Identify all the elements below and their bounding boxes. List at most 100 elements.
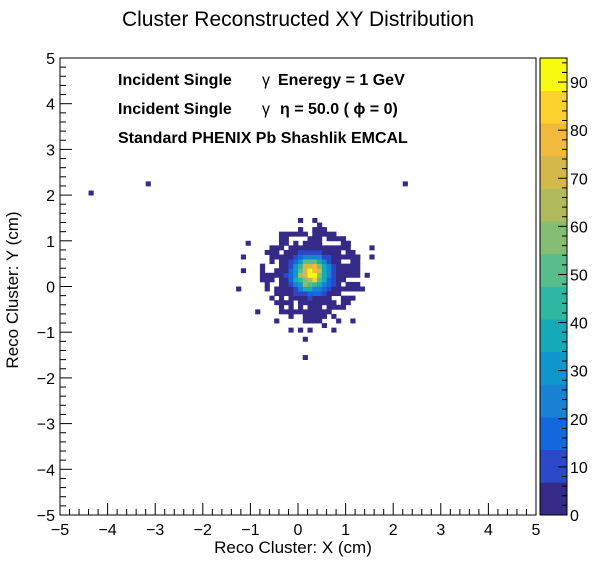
annotation-1: Incident Single γ Eneregy = 1 GeV — [118, 72, 405, 89]
heatmap-cell — [355, 254, 361, 260]
heatmap-cell — [278, 231, 285, 237]
heatmap-cell — [321, 309, 327, 315]
heatmap-cell — [283, 272, 289, 278]
heatmap-cell — [336, 286, 342, 292]
heatmap-cell — [302, 291, 308, 297]
heatmap-cell — [321, 263, 327, 269]
heatmap-cell — [321, 245, 327, 251]
heatmap-cell — [317, 236, 323, 242]
colorbar-tick-label: 20 — [570, 412, 588, 429]
heatmap-cell — [326, 309, 332, 315]
heatmap-cell — [307, 327, 313, 333]
colorbar-segment — [540, 384, 567, 418]
heatmap-cell — [312, 231, 318, 237]
heatmap-cell — [283, 268, 289, 274]
heatmap-cell — [326, 304, 332, 310]
heatmap-cell — [298, 254, 304, 260]
heatmap-cell — [264, 281, 270, 287]
heatmap-cell — [298, 286, 304, 292]
heatmap-cell — [278, 286, 285, 292]
heatmap-cell — [293, 286, 299, 292]
heatmap-cell — [350, 263, 356, 269]
heatmap-cell — [326, 281, 332, 287]
annotation-1-rest: Eneregy = 1 GeV — [278, 72, 405, 89]
colorbar-segment — [540, 90, 567, 124]
heatmap-cell — [264, 272, 270, 278]
heatmap-cell — [269, 249, 275, 255]
heatmap-cell — [269, 277, 275, 283]
heatmap-cell — [307, 268, 313, 274]
heatmap-cell — [298, 268, 304, 274]
heatmap-cell — [340, 304, 346, 310]
heatmap-cell — [307, 300, 313, 306]
heatmap-cell — [317, 240, 323, 246]
heatmap-cell — [307, 245, 313, 251]
x-tick-label: 0 — [294, 522, 303, 539]
heatmap-cell — [321, 272, 327, 278]
heatmap-cell — [345, 240, 351, 246]
heatmap-cell — [298, 231, 304, 237]
heatmap-cell — [331, 231, 337, 237]
annotation-2-symbol: γ — [262, 101, 270, 118]
heatmap-cell — [278, 309, 285, 315]
y-tick-label: −4 — [37, 462, 55, 479]
y-tick-label: −2 — [37, 371, 55, 388]
heatmap-cell — [326, 268, 332, 274]
heatmap-cell — [350, 272, 356, 278]
heatmap-cell — [255, 309, 261, 315]
x-tick-label: 4 — [484, 522, 493, 539]
heatmap-cell — [259, 268, 266, 274]
heatmap-cell — [321, 323, 327, 329]
heatmap-cell — [364, 272, 370, 278]
heatmap-cell — [340, 300, 346, 306]
heatmap-cell — [278, 254, 285, 260]
heatmap-cell — [331, 236, 337, 242]
heatmap-cell — [340, 254, 346, 260]
heatmap-cell — [317, 268, 323, 274]
heatmap-cell — [288, 309, 294, 315]
heatmap-cell — [355, 272, 361, 278]
heatmap-cell — [312, 313, 318, 319]
heatmap-cell — [326, 231, 332, 237]
heatmap-cell — [317, 309, 323, 315]
heatmap-cell — [288, 313, 294, 319]
heatmap-cell — [283, 309, 289, 315]
heatmap-cell — [331, 281, 337, 287]
heatmap-cell — [331, 291, 337, 297]
heatmap-cell — [340, 286, 346, 292]
heatmap-cell — [321, 254, 327, 260]
heatmap-cell — [336, 318, 342, 324]
heatmap-cell — [274, 286, 280, 292]
heatmap-cell — [283, 231, 289, 237]
heatmap-cell — [355, 268, 361, 274]
heatmap-cell — [288, 272, 294, 278]
heatmap-cell — [331, 313, 337, 319]
heatmap-cell — [336, 263, 342, 269]
heatmap-cell — [274, 272, 280, 278]
heatmap-cell — [345, 281, 351, 287]
heatmap-cell — [340, 295, 346, 301]
heatmap-cell — [317, 245, 323, 251]
heatmap-cell — [302, 295, 308, 301]
heatmap-cell — [288, 254, 294, 260]
heatmap-cell — [321, 231, 327, 237]
heatmap-cell — [340, 268, 346, 274]
heatmap-cell — [88, 190, 94, 196]
heatmap-cell — [312, 263, 318, 269]
heatmap-cell — [331, 245, 337, 251]
heatmap-cell — [312, 309, 318, 315]
heatmap-cell — [293, 277, 299, 283]
heatmap-cell — [350, 286, 356, 292]
colorbar-tick-label: 70 — [570, 171, 588, 188]
heatmap-cell — [302, 240, 308, 246]
heatmap-cell — [302, 313, 308, 319]
heatmap-cell — [312, 254, 318, 260]
heatmap-cell — [317, 313, 323, 319]
heatmap-cell — [345, 245, 351, 251]
heatmap-cell — [336, 281, 342, 287]
colorbar-segment — [540, 155, 567, 189]
heatmap-cell — [283, 236, 289, 242]
heatmap-cell — [317, 295, 323, 301]
heatmap-cell — [331, 263, 337, 269]
